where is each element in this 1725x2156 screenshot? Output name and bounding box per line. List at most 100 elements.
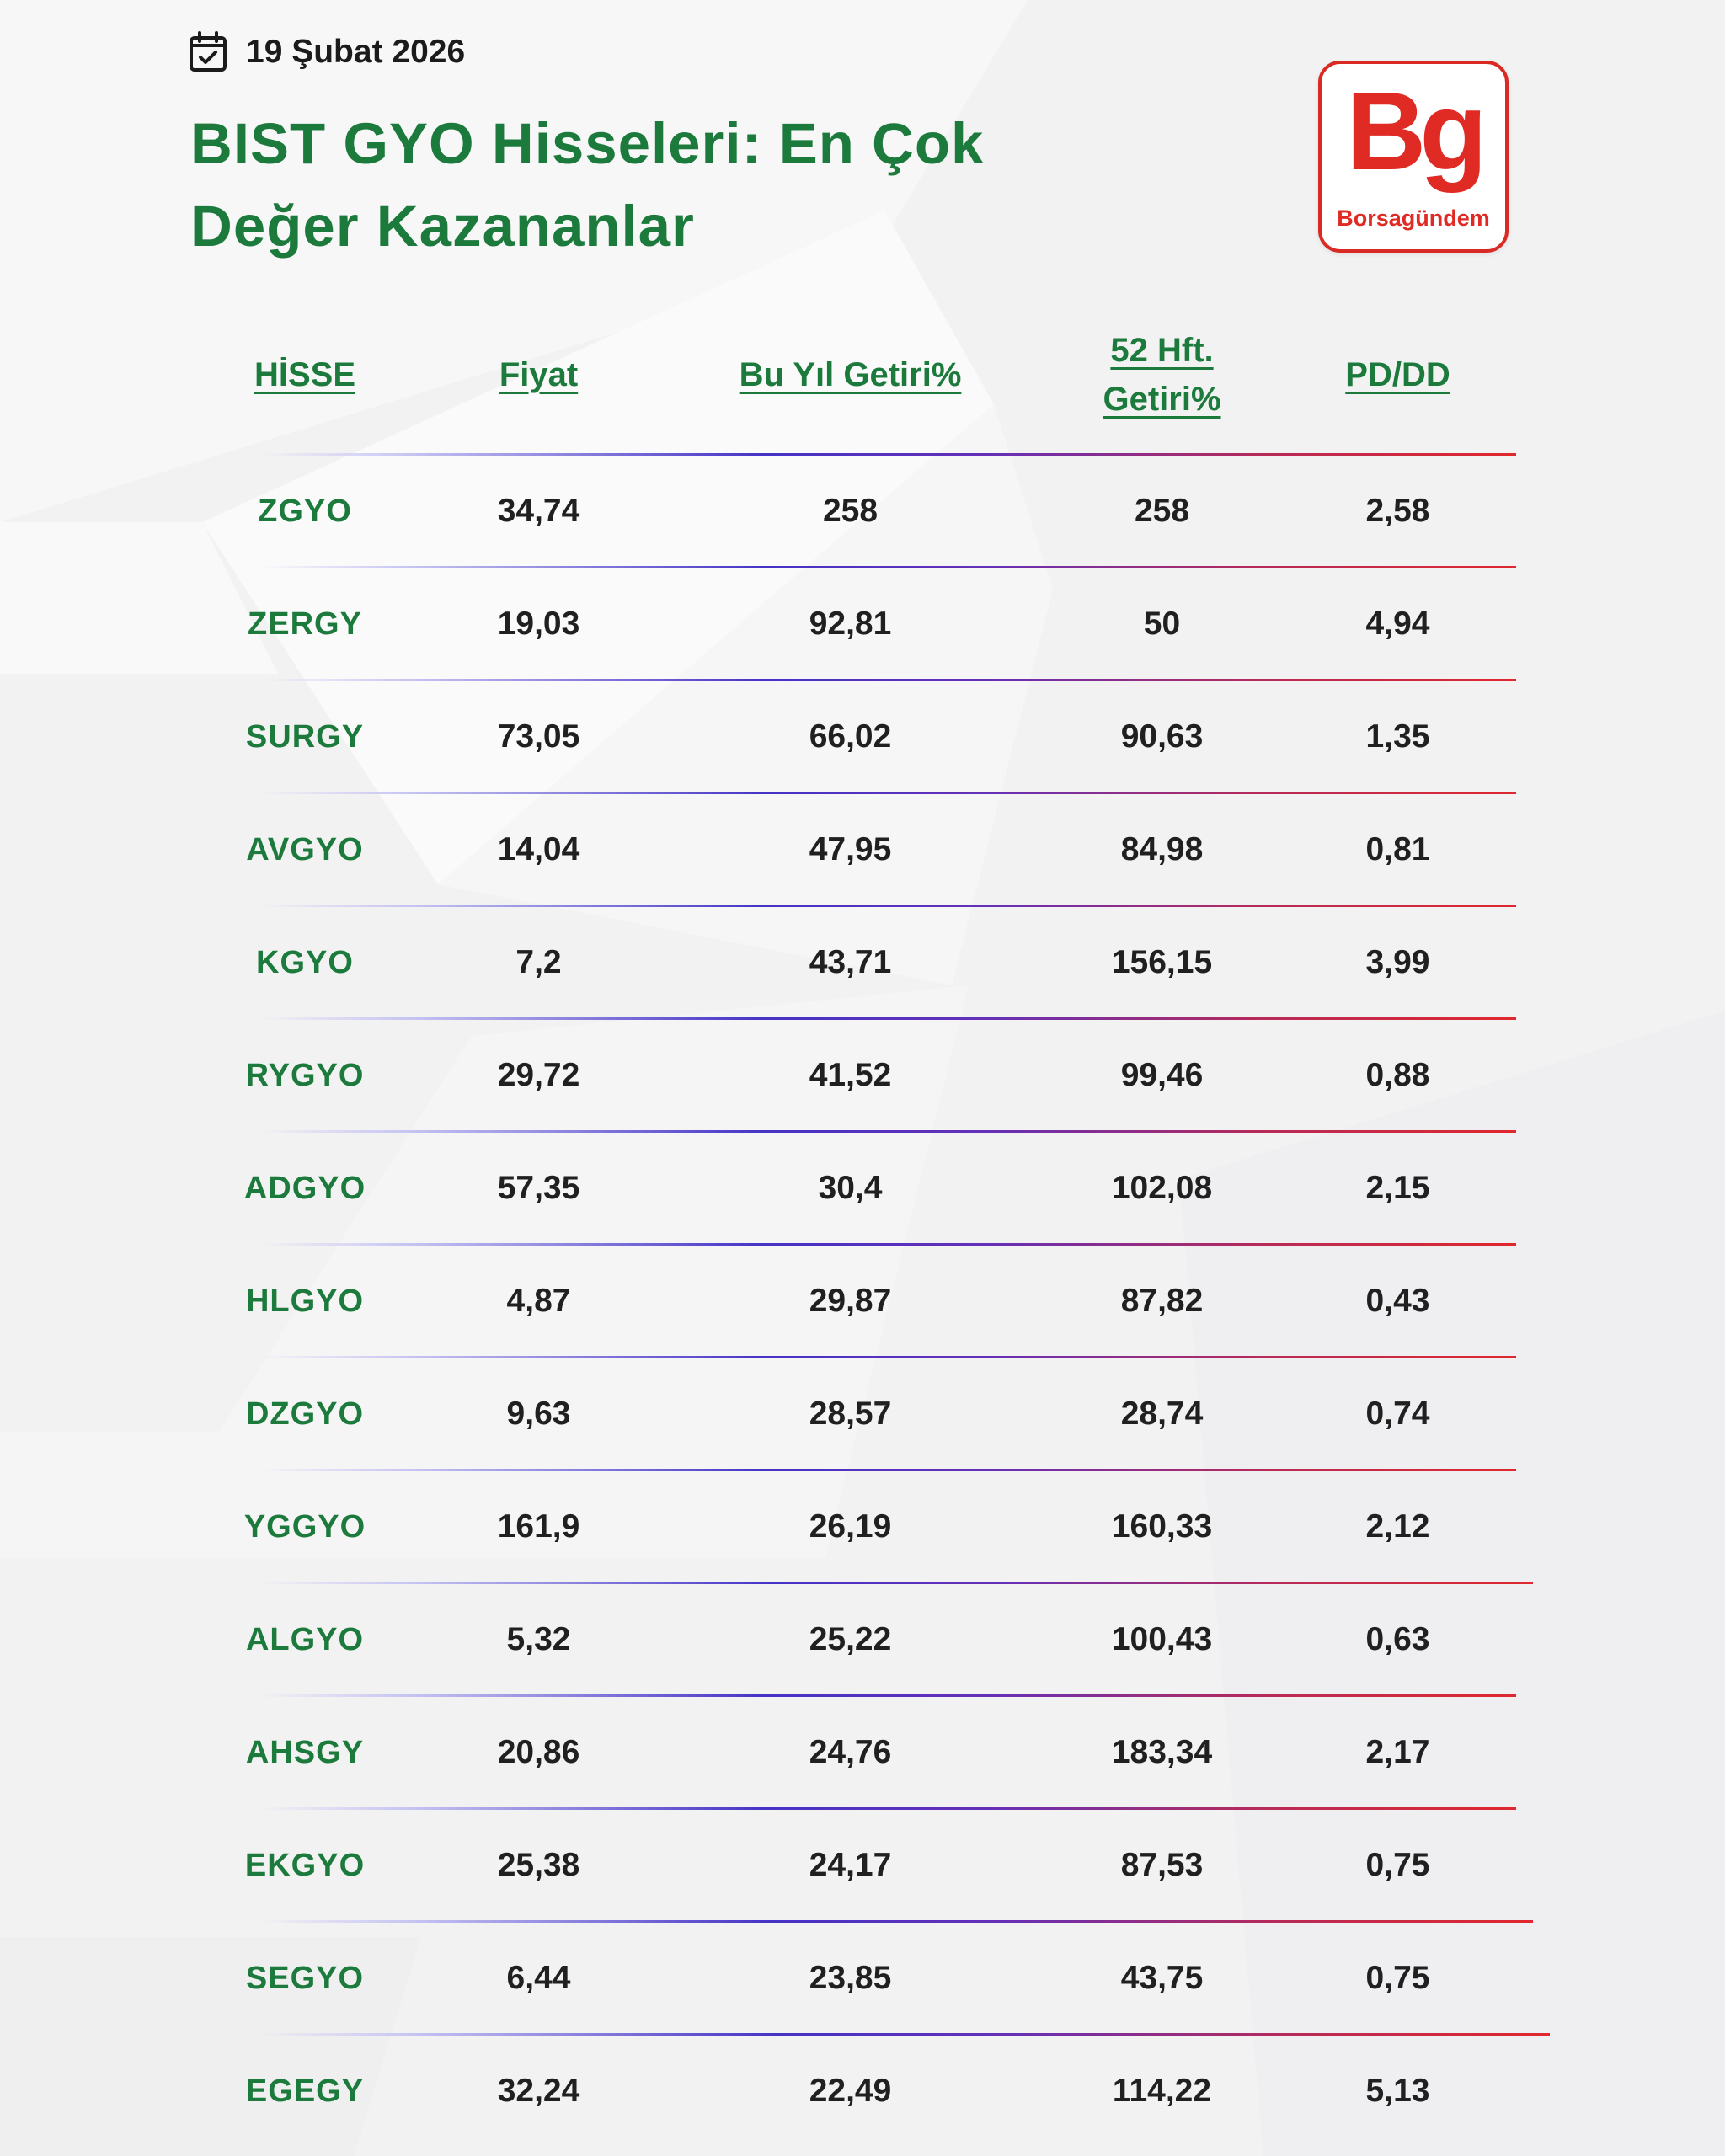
table-row: RYGYO 29,72 41,52 99,46 0,88 [179, 1019, 1526, 1132]
cell-price: 14,04 [497, 831, 580, 867]
row-divider [261, 566, 1516, 568]
cell-price: 57,35 [497, 1170, 580, 1206]
cell-ytd-return: 66,02 [809, 718, 892, 755]
table-row: ALGYO 5,32 25,22 100,43 0,63 [179, 1583, 1526, 1696]
cell-price: 7,2 [515, 944, 562, 980]
table-row: EKGYO 25,38 24,17 87,53 0,75 [179, 1809, 1526, 1922]
cell-pb-ratio: 2,12 [1365, 1508, 1430, 1545]
row-divider [261, 905, 1516, 907]
cell-pb-ratio: 0,75 [1365, 1847, 1430, 1883]
cell-ytd-return: 47,95 [809, 831, 892, 867]
row-divider [261, 1130, 1516, 1133]
cell-price: 4,87 [506, 1283, 571, 1319]
date-row: 19 Şubat 2026 [189, 29, 465, 76]
cell-ytd-return: 30,4 [818, 1170, 883, 1206]
cell-ytd-return: 25,22 [809, 1621, 892, 1657]
row-divider [261, 1694, 1516, 1697]
cell-symbol: EKGYO [244, 1847, 366, 1883]
calendar-check-icon [190, 31, 227, 72]
row-divider [261, 1017, 1516, 1020]
table-row: ZGYO 34,74 258 258 2,58 [179, 455, 1526, 568]
column-header-hisse: HİSSE [254, 356, 356, 393]
cell-price: 34,74 [497, 493, 580, 529]
row-divider [261, 1582, 1533, 1584]
cell-ytd-return: 41,52 [809, 1057, 892, 1093]
cell-pb-ratio: 2,58 [1365, 493, 1430, 529]
row-divider [261, 1243, 1516, 1246]
cell-52w-return: 87,82 [1120, 1283, 1204, 1319]
cell-symbol: AHSGY [245, 1734, 365, 1770]
column-header-fiyat: Fiyat [499, 356, 579, 393]
cell-52w-return: 99,46 [1120, 1057, 1204, 1093]
cell-pb-ratio: 1,35 [1365, 718, 1430, 755]
row-divider [261, 2033, 1550, 2036]
cell-symbol: DZGYO [245, 1396, 365, 1432]
cell-pb-ratio: 4,94 [1365, 606, 1430, 642]
cell-ytd-return: 92,81 [809, 606, 892, 642]
cell-52w-return: 114,22 [1112, 2073, 1212, 2109]
table-row: KGYO 7,2 43,71 156,15 3,99 [179, 906, 1526, 1019]
cell-52w-return: 183,34 [1111, 1734, 1213, 1770]
cell-symbol: RYGYO [245, 1057, 365, 1093]
cell-pb-ratio: 0,81 [1365, 831, 1430, 867]
cell-52w-return: 87,53 [1120, 1847, 1204, 1883]
borsagundem-logo: Bg Borsagündem [1318, 61, 1509, 253]
cell-pb-ratio: 2,17 [1365, 1734, 1430, 1770]
cell-ytd-return: 26,19 [809, 1508, 892, 1545]
table-header-row: HİSSE Fiyat Bu Yıl Getiri% 52 Hft. Getir… [179, 295, 1526, 455]
table-row: DZGYO 9,63 28,57 28,74 0,74 [179, 1358, 1526, 1470]
cell-pb-ratio: 3,99 [1365, 944, 1430, 980]
cell-ytd-return: 29,87 [809, 1283, 892, 1319]
cell-symbol: HLGYO [245, 1283, 365, 1319]
cell-ytd-return: 24,76 [809, 1734, 892, 1770]
cell-price: 161,9 [497, 1508, 580, 1545]
cell-pb-ratio: 0,88 [1365, 1057, 1430, 1093]
cell-price: 6,44 [506, 1960, 571, 1996]
cell-52w-return: 90,63 [1120, 718, 1204, 755]
column-header-pd-dd: PD/DD [1345, 356, 1450, 393]
row-divider [261, 1469, 1516, 1471]
table-row: SURGY 73,05 66,02 90,63 1,35 [179, 680, 1526, 793]
table-row: SEGYO 6,44 23,85 43,75 0,75 [179, 1922, 1526, 2035]
column-header-52-hft-getiri: 52 Hft. Getiri% [1103, 332, 1221, 418]
cell-ytd-return: 22,49 [809, 2073, 892, 2109]
cell-symbol: YGGYO [243, 1508, 366, 1545]
cell-price: 5,32 [506, 1621, 571, 1657]
cell-pb-ratio: 0,74 [1365, 1396, 1430, 1432]
table-row: ZERGY 19,03 92,81 50 4,94 [179, 568, 1526, 680]
table-row: AHSGY 20,86 24,76 183,34 2,17 [179, 1696, 1526, 1809]
table-body: ZGYO 34,74 258 258 2,58 ZERGY 19,03 92,81 50 4,94… [179, 455, 1526, 2148]
cell-ytd-return: 24,17 [809, 1847, 892, 1883]
row-divider [261, 1920, 1533, 1923]
table-row: HLGYO 4,87 29,87 87,82 0,43 [179, 1245, 1526, 1358]
cell-symbol: ALGYO [245, 1621, 365, 1657]
cell-symbol: EGEGY [245, 2073, 365, 2109]
cell-52w-return: 28,74 [1120, 1396, 1204, 1432]
table-row: YGGYO 161,9 26,19 160,33 2,12 [179, 1470, 1526, 1583]
cell-52w-return: 84,98 [1120, 831, 1204, 867]
date-text: 19 Şubat 2026 [246, 34, 466, 70]
row-divider [261, 453, 1516, 456]
cell-symbol: KGYO [256, 944, 354, 980]
cell-pb-ratio: 5,13 [1365, 2073, 1430, 2109]
cell-ytd-return: 258 [822, 493, 879, 529]
cell-pb-ratio: 0,63 [1365, 1621, 1430, 1657]
logo-mark: Bg [1346, 69, 1481, 193]
cell-pb-ratio: 0,75 [1365, 1960, 1430, 1996]
table-row: AVGYO 14,04 47,95 84,98 0,81 [179, 793, 1526, 906]
cell-price: 19,03 [497, 606, 580, 642]
cell-symbol: AVGYO [246, 831, 364, 867]
row-divider [261, 679, 1516, 681]
cell-symbol: SEGYO [245, 1960, 365, 1996]
cell-symbol: ZERGY [248, 606, 362, 642]
cell-symbol: ADGYO [243, 1170, 366, 1206]
cell-ytd-return: 23,85 [809, 1960, 892, 1996]
column-header-bu-yil-getiri: Bu Yıl Getiri% [739, 356, 962, 393]
stocks-table: HİSSE Fiyat Bu Yıl Getiri% 52 Hft. Getir… [179, 295, 1526, 2148]
row-divider [261, 792, 1516, 794]
cell-symbol: SURGY [245, 718, 365, 755]
cell-price: 32,24 [497, 2073, 580, 2109]
logo-name: Borsagündem [1337, 205, 1490, 231]
table-row: EGEGY 32,24 22,49 114,22 5,13 [179, 2035, 1526, 2148]
cell-symbol: ZGYO [258, 493, 352, 529]
